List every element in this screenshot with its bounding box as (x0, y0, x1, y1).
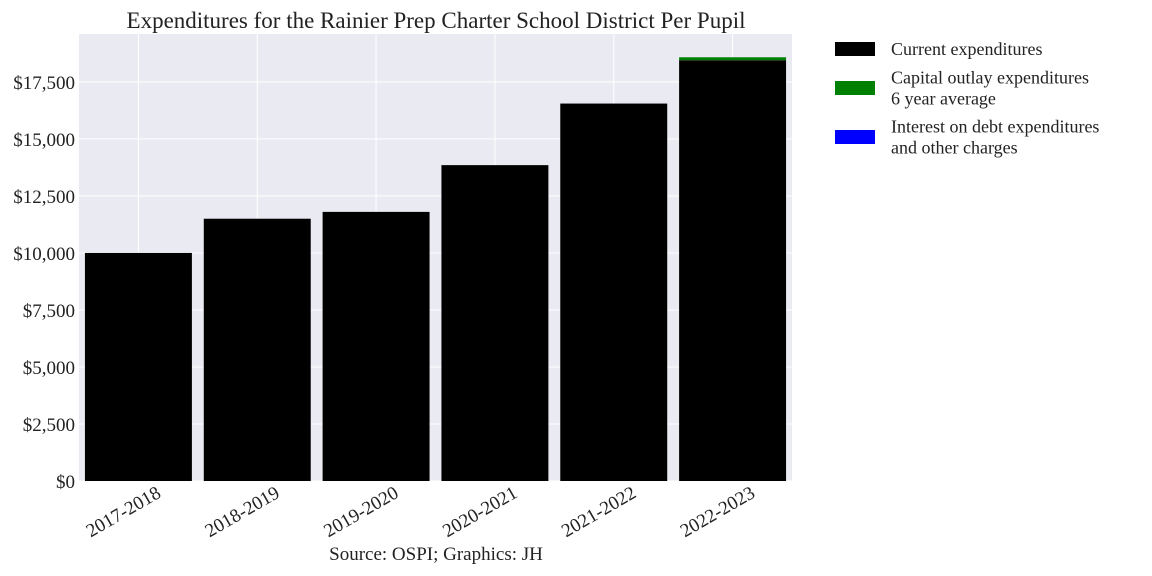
y-tick-label: $7,500 (23, 301, 75, 322)
bar-series-0-2020-2021 (441, 165, 549, 482)
chart-title: Expenditures for the Rainier Prep Charte… (127, 8, 746, 33)
legend-label-2: Interest on debt expenditures (891, 117, 1099, 137)
y-tick-label: $2,500 (23, 415, 75, 436)
y-tick-label: $5,000 (23, 358, 75, 379)
legend-swatch-2 (835, 130, 875, 144)
x-tick-label: 2018-2019 (202, 483, 284, 542)
bar-series-1-2022-2023 (679, 57, 787, 61)
x-tick-label: 2019-2020 (320, 483, 402, 542)
y-tick-label: $12,500 (13, 187, 75, 208)
bar-series-0-2018-2019 (203, 218, 311, 481)
x-tick-label: 2017-2018 (83, 483, 165, 542)
x-tick-label: 2022-2023 (677, 483, 759, 542)
plot-area (79, 34, 792, 481)
x-tick-label: 2021-2022 (558, 483, 640, 542)
bar-series-0-2022-2023 (679, 60, 787, 481)
legend-swatch-0 (835, 42, 875, 56)
legend-label-1: Capital outlay expenditures (891, 68, 1089, 88)
y-tick-label: $10,000 (13, 244, 75, 265)
bar-series-0-2021-2022 (560, 103, 668, 482)
bars (84, 57, 787, 482)
legend-label-1: 6 year average (891, 89, 996, 109)
y-tick-label: $17,500 (13, 73, 75, 94)
x-tick-label: 2020-2021 (439, 483, 521, 542)
bar-series-0-2017-2018 (84, 252, 192, 481)
y-tick-label: $0 (56, 472, 75, 493)
legend-label-2: and other charges (891, 138, 1018, 158)
y-tick-label: $15,000 (13, 130, 75, 151)
legend: Current expenditures Capital outlay expen… (835, 39, 1099, 158)
legend-label-0: Current expenditures (891, 39, 1042, 59)
legend-swatch-1 (835, 81, 875, 95)
y-axis: $0 $2,500 $5,000 $7,500 $10,000 $12,500 $15,00… (13, 73, 75, 493)
bar-series-0-2019-2020 (322, 211, 430, 481)
x-axis: 2017-2018 2018-2019 2019-2020 2020-2021 2021… (83, 483, 759, 542)
source-note: Source: OSPI; Graphics: JH (329, 544, 543, 565)
